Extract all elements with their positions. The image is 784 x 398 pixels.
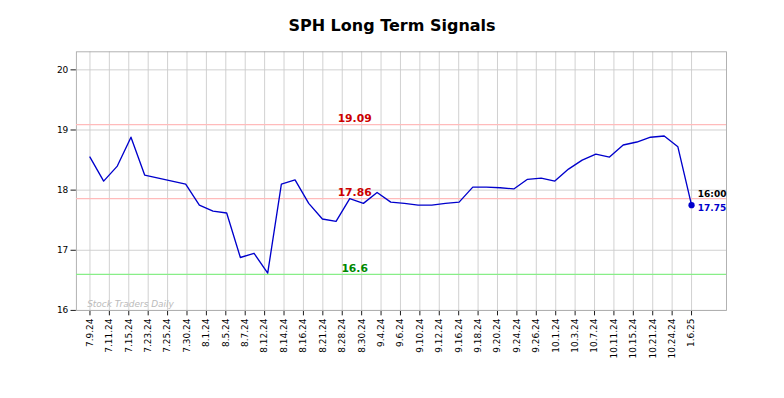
svg-text:8.7.24: 8.7.24 xyxy=(240,318,250,347)
svg-text:8.5.24: 8.5.24 xyxy=(221,318,231,347)
svg-text:10.11.24: 10.11.24 xyxy=(609,318,619,358)
svg-text:10.24.24: 10.24.24 xyxy=(667,318,677,358)
svg-text:10.7.24: 10.7.24 xyxy=(589,318,599,353)
svg-text:9.6.24: 9.6.24 xyxy=(395,318,405,347)
svg-text:Stock Traders Daily: Stock Traders Daily xyxy=(87,299,174,309)
svg-text:19.09: 19.09 xyxy=(338,112,372,125)
svg-text:20: 20 xyxy=(57,65,69,75)
svg-text:8.14.24: 8.14.24 xyxy=(279,318,289,353)
svg-text:10.3.24: 10.3.24 xyxy=(570,318,580,353)
svg-text:16:00: 16:00 xyxy=(698,189,727,199)
svg-text:18: 18 xyxy=(57,185,69,195)
svg-text:8.28.24: 8.28.24 xyxy=(337,318,347,353)
svg-text:10.1.24: 10.1.24 xyxy=(551,318,561,353)
svg-text:7.30.24: 7.30.24 xyxy=(182,318,192,353)
svg-text:10.21.24: 10.21.24 xyxy=(648,318,658,358)
html-text:SPH Long Term Signals: SPH Long Term Signals xyxy=(288,16,496,35)
svg-text:17.75: 17.75 xyxy=(698,203,726,213)
svg-text:9.10.24: 9.10.24 xyxy=(415,318,425,353)
svg-text:9.20.24: 9.20.24 xyxy=(492,318,502,353)
svg-text:17: 17 xyxy=(57,245,68,255)
svg-text:8.30.24: 8.30.24 xyxy=(357,318,367,353)
svg-text:8.21.24: 8.21.24 xyxy=(318,318,328,353)
svg-text:10.15.24: 10.15.24 xyxy=(628,318,638,358)
svg-text:1.6.25: 1.6.25 xyxy=(686,318,696,347)
svg-text:8.12.24: 8.12.24 xyxy=(259,318,269,353)
svg-text:7.9.24: 7.9.24 xyxy=(85,318,95,347)
svg-text:7.15.24: 7.15.24 xyxy=(124,318,134,353)
svg-text:17.86: 17.86 xyxy=(338,186,372,199)
svg-text:9.26.24: 9.26.24 xyxy=(531,318,541,353)
svg-text:9.24.24: 9.24.24 xyxy=(512,318,522,353)
svg-text:9.12.24: 9.12.24 xyxy=(434,318,444,353)
svg-text:9.18.24: 9.18.24 xyxy=(473,318,483,353)
svg-text:8.1.24: 8.1.24 xyxy=(201,318,211,347)
svg-text:9.16.24: 9.16.24 xyxy=(454,318,464,353)
svg-text:8.16.24: 8.16.24 xyxy=(298,318,308,353)
svg-text:16: 16 xyxy=(57,305,69,315)
svg-text:7.11.24: 7.11.24 xyxy=(104,318,114,353)
svg-text:16.6: 16.6 xyxy=(341,262,368,275)
svg-text:7.25.24: 7.25.24 xyxy=(162,318,172,353)
svg-text:19: 19 xyxy=(57,125,69,135)
svg-text:7.23.24: 7.23.24 xyxy=(143,318,153,353)
svg-text:9.4.24: 9.4.24 xyxy=(376,318,386,347)
